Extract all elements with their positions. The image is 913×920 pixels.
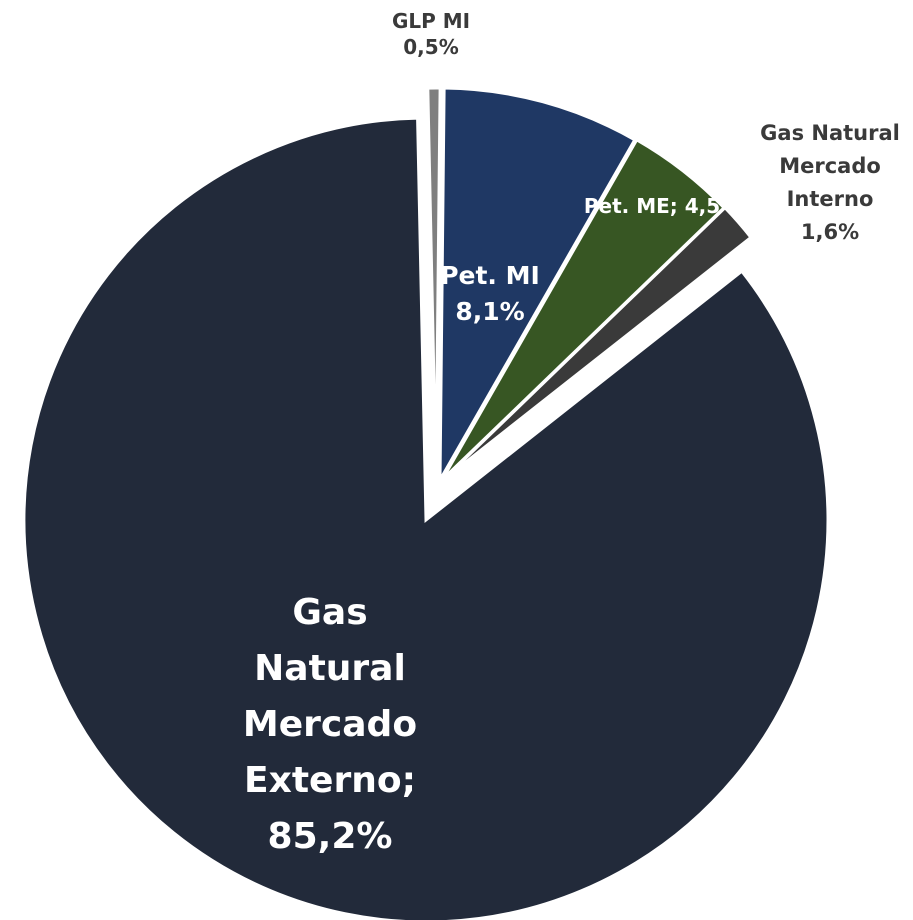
- pie-slice-3: [441, 205, 754, 482]
- pie-slices: [22, 86, 830, 920]
- slice-label-4: Gas Natural Mercado Externo; 85,2%: [243, 592, 417, 857]
- slice-label-line: GLP MI: [392, 9, 470, 33]
- slice-label-2: Pet. ME; 4,5: [584, 194, 720, 218]
- slice-label-line: Externo;: [244, 760, 416, 801]
- pie-slice-0: [426, 86, 442, 481]
- slice-label-line: Interno: [787, 187, 874, 211]
- pie-slice-4: [22, 116, 830, 920]
- pie-labels: GLP MI 0,5% Pet. MI 8,1% Pet. ME; 4,5 Gas Nat…: [243, 9, 900, 857]
- slice-label-3: Gas Natural Mercado Interno 1,6%: [760, 121, 900, 244]
- slice-label-line: Natural: [254, 648, 406, 689]
- slice-label-line: Pet. MI: [440, 261, 540, 290]
- slice-label-line: 85,2%: [268, 816, 393, 857]
- slice-label-line: Mercado: [779, 154, 881, 178]
- slice-label-1: Pet. MI 8,1%: [440, 261, 540, 326]
- slice-label-line: 8,1%: [455, 297, 524, 326]
- slice-label-line: 1,6%: [801, 220, 859, 244]
- slice-label-0: GLP MI 0,5%: [392, 9, 470, 59]
- slice-label-line: Pet. ME; 4,5: [584, 194, 720, 218]
- slice-label-line: Gas: [292, 592, 367, 633]
- slice-label-line: Mercado: [243, 704, 417, 745]
- pie-slice-1: [438, 86, 637, 486]
- slice-label-line: 0,5%: [403, 35, 458, 59]
- slice-label-line: Gas Natural: [760, 121, 900, 145]
